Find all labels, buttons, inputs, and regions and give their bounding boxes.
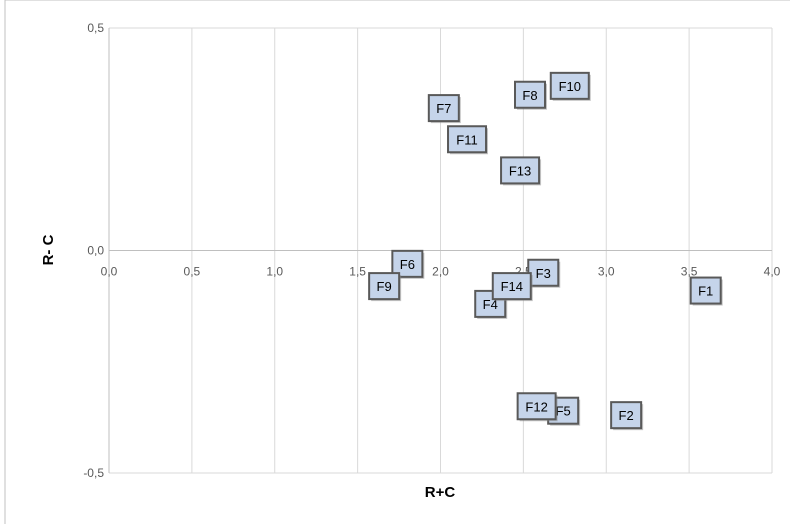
- point-label: F7: [436, 101, 451, 116]
- x-tick-label: 2,0: [432, 265, 449, 279]
- point-label: F14: [501, 279, 523, 294]
- x-tick-label: 3,5: [681, 265, 698, 279]
- point-label: F8: [522, 88, 537, 103]
- point-f11: F11: [447, 125, 489, 155]
- point-f7: F7: [427, 94, 461, 124]
- axes: [108, 28, 772, 473]
- point-f9: F9: [368, 272, 402, 302]
- data-marker: [610, 401, 643, 430]
- x-tick-label: 3,0: [598, 265, 615, 279]
- point-f2: F2: [610, 401, 644, 431]
- x-tick-label: 0,0: [101, 265, 118, 279]
- point-f3: F3: [527, 258, 561, 288]
- point-f8: F8: [514, 80, 548, 110]
- x-tick-label: 4,0: [764, 265, 781, 279]
- data-marker: [368, 272, 401, 301]
- data-marker: [516, 392, 557, 421]
- point-f1: F1: [689, 276, 723, 306]
- point-label: F1: [698, 284, 713, 299]
- point-label: F13: [509, 163, 531, 178]
- point-f13: F13: [500, 156, 542, 186]
- point-label: F5: [556, 404, 571, 419]
- data-marker: [447, 125, 488, 154]
- point-label: F6: [400, 257, 415, 272]
- point-label: F11: [456, 132, 477, 147]
- data-marker: [514, 80, 547, 109]
- x-axis-title: R+C: [425, 484, 456, 501]
- y-tick-label: 0,0: [87, 244, 104, 258]
- point-label: F10: [559, 79, 581, 94]
- point-label: F12: [525, 399, 547, 414]
- data-marker: [689, 276, 722, 305]
- data-marker: [427, 94, 460, 123]
- data-marker: [500, 156, 541, 185]
- point-label: F3: [536, 266, 551, 281]
- point-f12: F12: [516, 392, 558, 422]
- data-points: F1 F2 F3 F4 F5 F6 F7 F8 F9 F10 F11 F12 F13 F14: [368, 71, 723, 431]
- point-f10: F10: [549, 71, 591, 101]
- point-f14: F14: [491, 272, 533, 302]
- x-tick-label: 1,0: [266, 265, 283, 279]
- point-label: F4: [483, 297, 498, 312]
- data-marker: [549, 71, 590, 100]
- point-label: F9: [377, 279, 392, 294]
- x-tick-label: 1,5: [349, 265, 366, 279]
- data-marker: [491, 272, 532, 301]
- x-tick-label: 0,5: [184, 265, 201, 279]
- y-tick-label: -0,5: [83, 466, 104, 480]
- y-tick-label: 0,5: [87, 21, 104, 35]
- y-axis-title: R- C: [40, 234, 57, 265]
- point-label: F2: [619, 408, 634, 423]
